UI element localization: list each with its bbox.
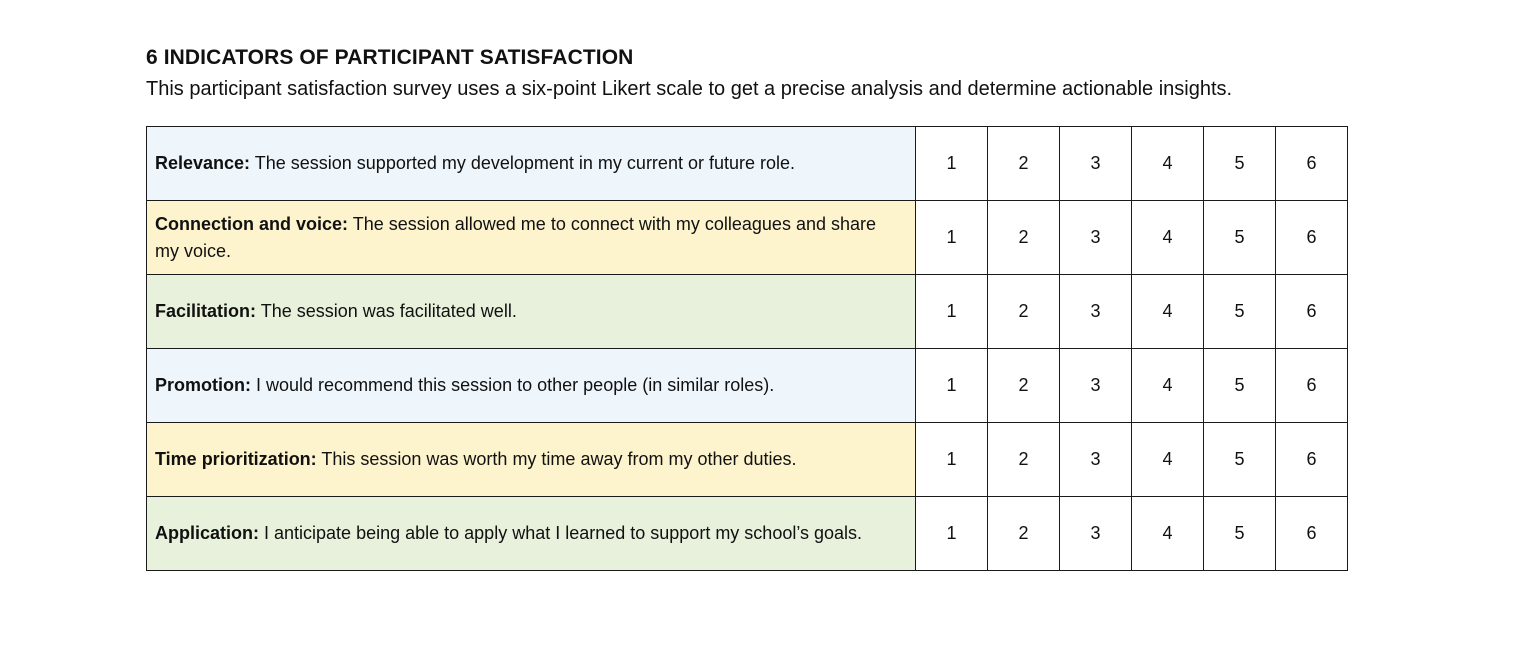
rating-option-6[interactable]: 6: [1275, 200, 1348, 275]
indicator-row: Application: I anticipate being able to …: [146, 496, 1348, 571]
rating-option-2[interactable]: 2: [987, 348, 1060, 423]
rating-option-4[interactable]: 4: [1131, 348, 1204, 423]
rating-option-1[interactable]: 1: [915, 496, 988, 571]
indicator-label: Time prioritization:: [155, 449, 317, 469]
rating-option-1[interactable]: 1: [915, 126, 988, 201]
rating-option-5[interactable]: 5: [1203, 274, 1276, 349]
rating-option-3[interactable]: 3: [1059, 422, 1132, 497]
indicator-row: Time prioritization: This session was wo…: [146, 422, 1348, 497]
indicator-label: Facilitation:: [155, 301, 257, 321]
rating-option-2[interactable]: 2: [987, 126, 1060, 201]
rating-option-5[interactable]: 5: [1203, 422, 1276, 497]
indicator-label: Application:: [155, 523, 259, 543]
rating-option-4[interactable]: 4: [1131, 274, 1204, 349]
rating-option-4[interactable]: 4: [1131, 496, 1204, 571]
rating-option-2[interactable]: 2: [987, 274, 1060, 349]
rating-option-3[interactable]: 3: [1059, 496, 1132, 571]
rating-option-6[interactable]: 6: [1275, 274, 1348, 349]
rating-option-2[interactable]: 2: [987, 496, 1060, 571]
rating-option-6[interactable]: 6: [1275, 422, 1348, 497]
rating-option-2[interactable]: 2: [987, 422, 1060, 497]
page-title: 6 INDICATORS OF PARTICIPANT SATISFACTION: [146, 46, 634, 69]
rating-option-4[interactable]: 4: [1131, 126, 1204, 201]
rating-option-5[interactable]: 5: [1203, 348, 1276, 423]
indicator-statement: Promotion: I would recommend this sessio…: [146, 348, 916, 423]
rating-option-1[interactable]: 1: [915, 422, 988, 497]
indicator-text: The session was facilitated well.: [260, 301, 517, 321]
indicator-statement: Application: I anticipate being able to …: [146, 496, 916, 571]
indicator-row: Connection and voice: The session allowe…: [146, 200, 1348, 275]
indicator-text: I would recommend this session to other …: [256, 375, 775, 395]
indicator-label: Connection and voice:: [155, 213, 349, 234]
rating-option-1[interactable]: 1: [915, 274, 988, 349]
rating-option-3[interactable]: 3: [1059, 200, 1132, 275]
indicator-label: Promotion:: [155, 375, 251, 395]
rating-option-4[interactable]: 4: [1131, 200, 1204, 275]
indicator-statement: Facilitation: The session was facilitate…: [146, 274, 916, 349]
indicator-text: The session supported my development in …: [254, 153, 796, 173]
rating-option-6[interactable]: 6: [1275, 496, 1348, 571]
indicator-statement: Connection and voice: The session allowe…: [146, 200, 916, 275]
page-subtitle: This participant satisfaction survey use…: [146, 78, 1233, 100]
indicator-text: The session allowed me to connect with m…: [155, 213, 877, 261]
rating-option-5[interactable]: 5: [1203, 200, 1276, 275]
rating-option-1[interactable]: 1: [915, 200, 988, 275]
rating-option-3[interactable]: 3: [1059, 126, 1132, 201]
rating-option-3[interactable]: 3: [1059, 348, 1132, 423]
satisfaction-table: Relevance: The session supported my deve…: [146, 126, 1348, 571]
rating-option-5[interactable]: 5: [1203, 126, 1276, 201]
indicator-row: Promotion: I would recommend this sessio…: [146, 348, 1348, 423]
indicator-row: Facilitation: The session was facilitate…: [146, 274, 1348, 349]
document-header: 6 INDICATORS OF PARTICIPANT SATISFACTION…: [146, 44, 1346, 103]
indicator-statement: Time prioritization: This session was wo…: [146, 422, 916, 497]
rating-option-1[interactable]: 1: [915, 348, 988, 423]
rating-option-6[interactable]: 6: [1275, 348, 1348, 423]
indicator-text: This session was worth my time away from…: [321, 449, 797, 469]
indicator-text: I anticipate being able to apply what I …: [264, 523, 863, 543]
rating-option-2[interactable]: 2: [987, 200, 1060, 275]
indicator-label: Relevance:: [155, 153, 251, 173]
rating-option-3[interactable]: 3: [1059, 274, 1132, 349]
indicator-statement: Relevance: The session supported my deve…: [146, 126, 916, 201]
rating-option-5[interactable]: 5: [1203, 496, 1276, 571]
rating-option-4[interactable]: 4: [1131, 422, 1204, 497]
rating-option-6[interactable]: 6: [1275, 126, 1348, 201]
indicator-row: Relevance: The session supported my deve…: [146, 126, 1348, 201]
satisfaction-table-body: Relevance: The session supported my deve…: [146, 126, 1348, 571]
